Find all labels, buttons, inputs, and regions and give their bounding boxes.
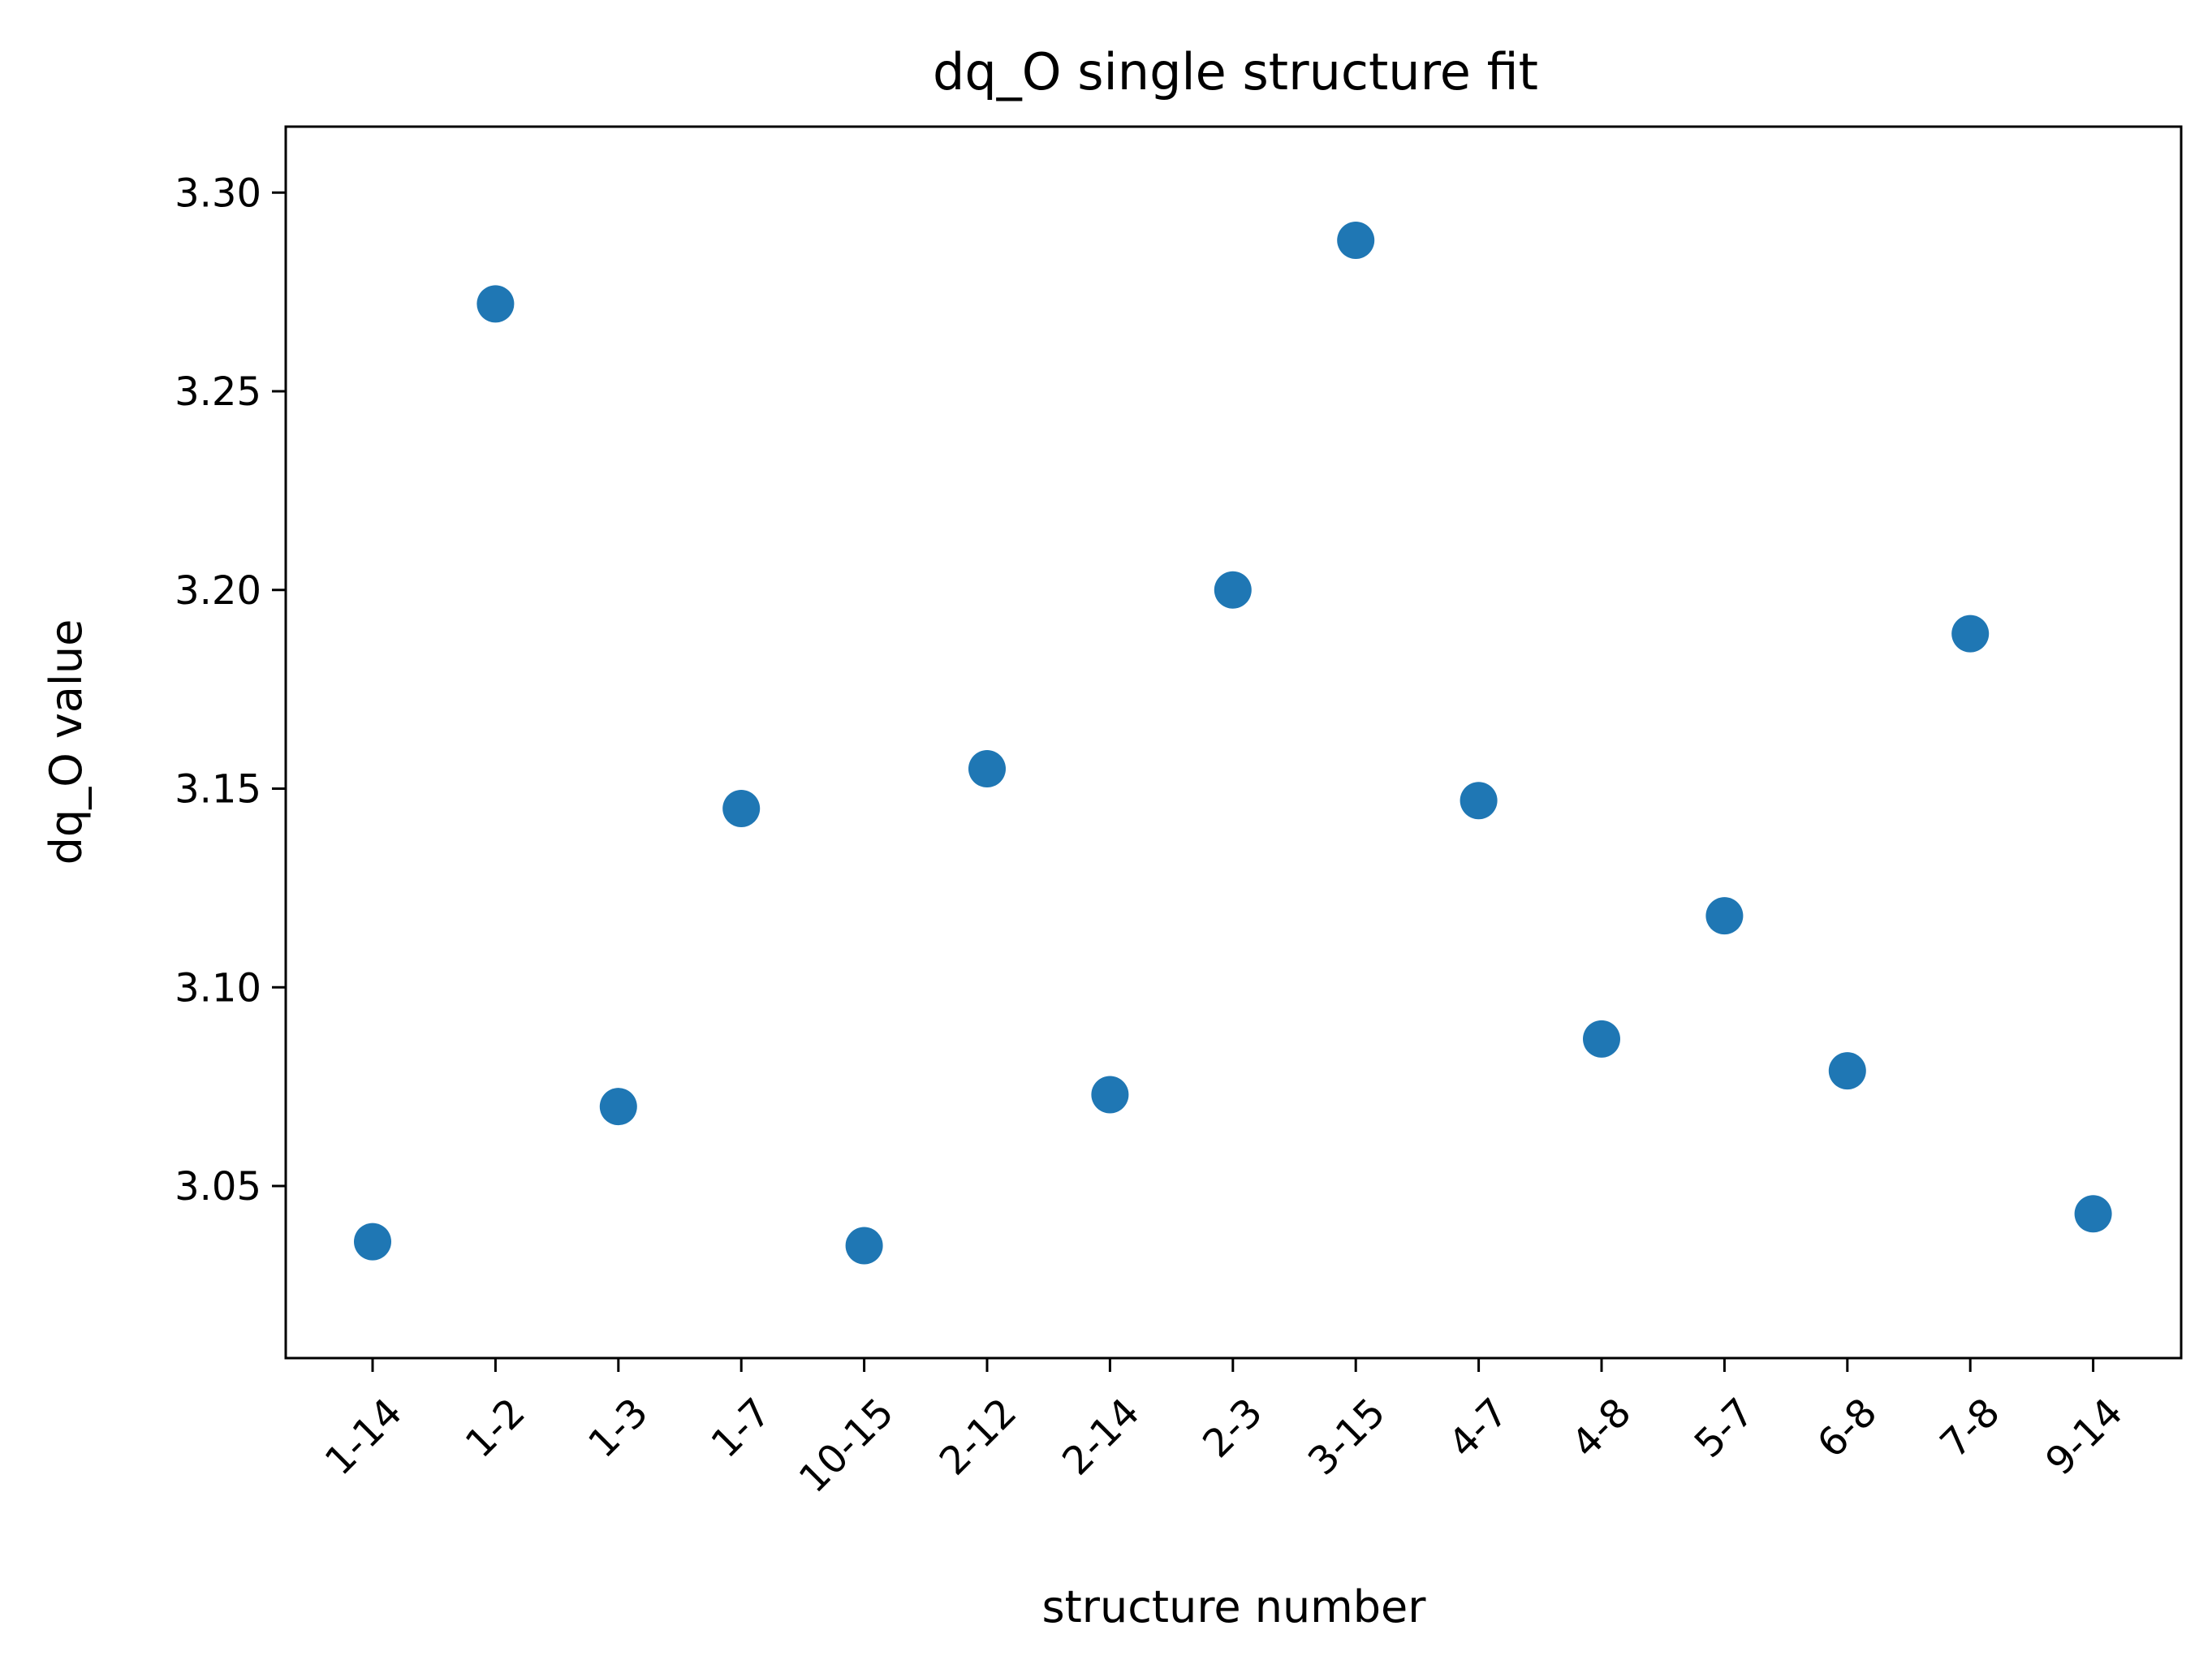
x-tick-label: 2-12 [931, 1390, 1026, 1485]
y-axis: 3.05 3.10 3.15 3.20 3.25 3.30 [175, 170, 286, 1210]
data-point [476, 285, 515, 323]
y-tick-label: 3.30 [175, 170, 261, 216]
x-axis: 1-14 1-2 1-3 1-7 10-15 2-12 2-14 2-3 3-15 4-7 4-8 5… [317, 1358, 2132, 1502]
x-tick-label: 1-3 [580, 1390, 657, 1467]
plot-area [284, 125, 2183, 1360]
y-tick-label: 3.05 [175, 1164, 261, 1210]
x-tick-label: 5-7 [1686, 1390, 1763, 1467]
data-point [354, 1223, 391, 1261]
x-tick-label: 6-8 [1809, 1390, 1886, 1467]
y-tick-label: 3.15 [175, 767, 261, 813]
y-tick-label: 3.10 [175, 965, 261, 1011]
x-tick-label: 4-7 [1440, 1390, 1517, 1467]
x-tick-label: 9-14 [2037, 1390, 2132, 1485]
data-point [599, 1088, 637, 1126]
data-point [1460, 782, 1498, 820]
y-tick-label: 3.25 [175, 369, 261, 415]
x-tick-label: 7-8 [1932, 1390, 2009, 1467]
data-point [1951, 615, 1990, 653]
x-axis-label: structure number [1042, 1581, 1427, 1632]
data-point [2074, 1195, 2112, 1233]
data-point [1214, 571, 1252, 609]
x-tick-label: 2-14 [1054, 1390, 1149, 1485]
data-point [1091, 1076, 1129, 1114]
data-point [1828, 1052, 1866, 1090]
x-tick-label: 1-14 [317, 1390, 412, 1485]
x-tick-label: 10-15 [791, 1390, 903, 1502]
data-point [1705, 897, 1744, 935]
x-tick-label: 4-8 [1563, 1390, 1640, 1467]
x-tick-label: 3-15 [1300, 1390, 1395, 1485]
x-tick-label: 1-2 [457, 1390, 534, 1467]
y-axis-label: dq_O value [41, 619, 92, 865]
data-point [968, 750, 1006, 788]
y-tick-label: 3.20 [175, 568, 261, 614]
chart-title: dq_O single structure fit [933, 42, 1538, 101]
data-point [722, 790, 761, 828]
x-tick-label: 1-7 [703, 1390, 780, 1467]
data-point [845, 1227, 883, 1265]
data-point [1337, 222, 1375, 260]
x-tick-label: 2-3 [1194, 1390, 1271, 1467]
data-series [354, 222, 2112, 1265]
data-point [1583, 1020, 1620, 1058]
